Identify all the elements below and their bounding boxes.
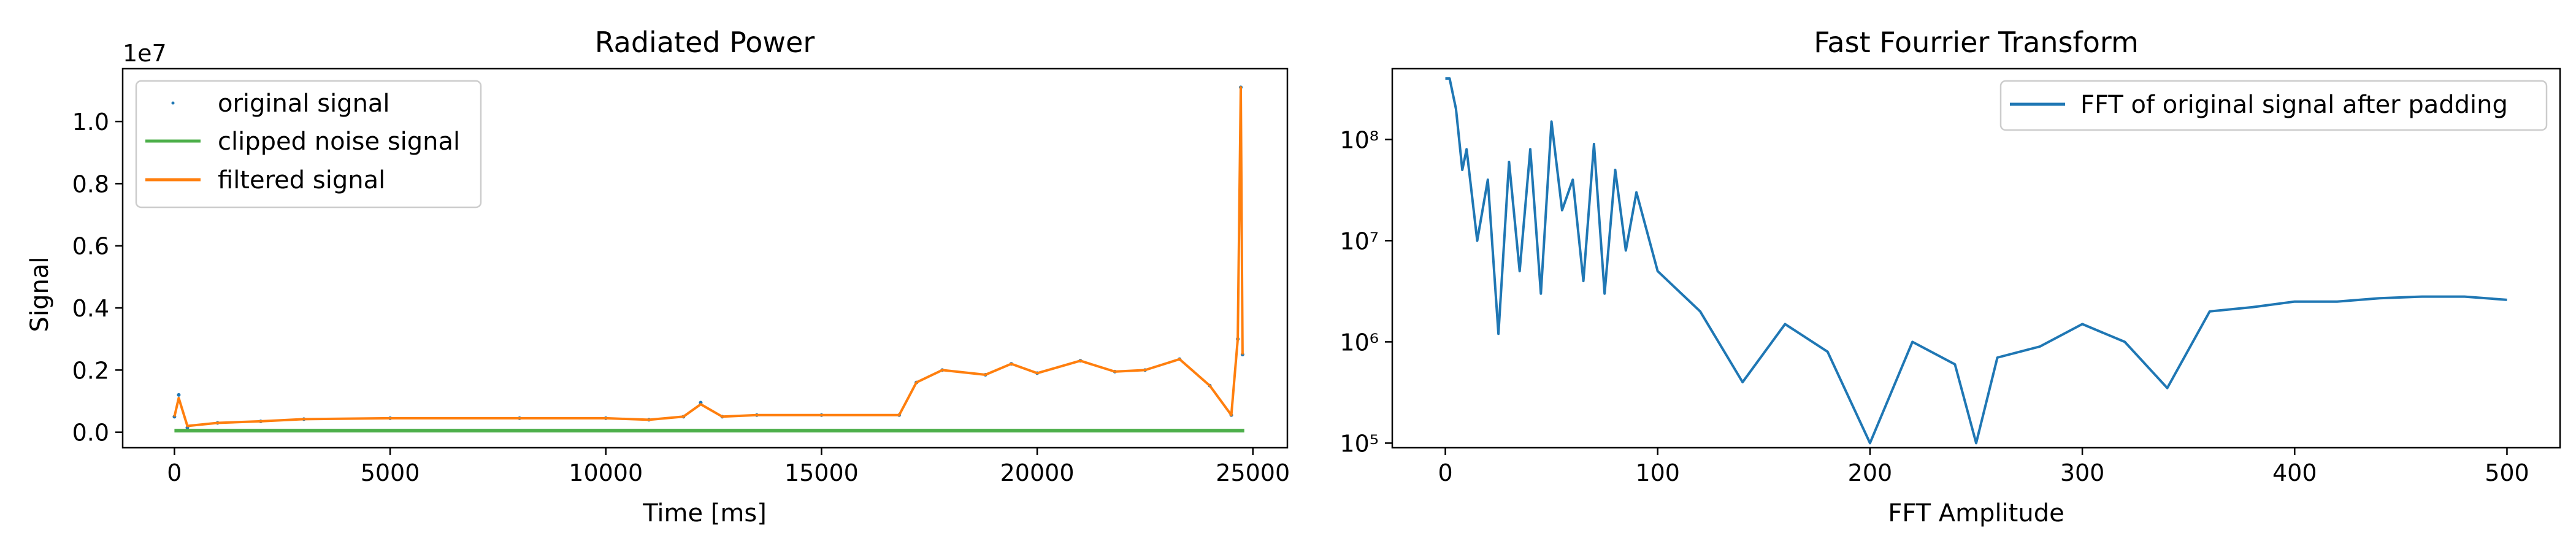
chart-title: Fast Fourrier Transform xyxy=(1814,26,2139,59)
y-tick-label: 10⁷ xyxy=(1340,228,1379,255)
plot-area xyxy=(1445,77,2507,445)
x-tick-label: 15000 xyxy=(784,459,859,486)
chart-title: Radiated Power xyxy=(595,26,815,59)
legend-label: filtered signal xyxy=(218,166,385,194)
plot-frame xyxy=(121,67,1289,449)
x-axis-label: FFT Amplitude xyxy=(1888,499,2064,527)
plot-area xyxy=(172,85,1244,433)
plot-frame xyxy=(1391,67,2561,449)
y-offset-text: 1e7 xyxy=(123,40,167,67)
y-tick-label: 0.6 xyxy=(72,233,109,260)
series-fft-of-original-signal-after-padding xyxy=(1445,77,2507,445)
fft-chart: Fast Fourrier Transform FFT Amplitude 0 1… xyxy=(1340,26,2561,527)
legend: FFT of original signal after padding xyxy=(1999,80,2548,131)
y-tick-label: 10⁸ xyxy=(1340,126,1379,153)
legend-item-filtered-signal: filtered signal xyxy=(145,166,385,194)
y-tick-label: 1.0 xyxy=(72,109,109,136)
legend-label: original signal xyxy=(218,90,390,118)
legend-item-clipped-noise-signal: clipped noise signal xyxy=(145,128,460,156)
x-axis: 0 5000 10000 15000 20000 25000 xyxy=(167,448,1290,486)
x-tick-label: 25000 xyxy=(1216,459,1290,486)
y-tick-label: 10⁵ xyxy=(1340,430,1379,457)
radiated-power-chart: Radiated Power 1e7 Signal Time [ms] 0 500… xyxy=(26,26,1290,527)
legend-item-original-signal: original signal xyxy=(171,90,390,118)
x-tick-label: 500 xyxy=(2485,459,2529,486)
x-tick-label: 400 xyxy=(2272,459,2317,486)
x-tick-label: 10000 xyxy=(569,459,643,486)
y-tick-label: 0.2 xyxy=(72,357,109,384)
x-tick-label: 0 xyxy=(1438,459,1452,486)
x-tick-label: 200 xyxy=(1848,459,1893,486)
y-axis: 10⁵ 10⁶ 10⁷ 10⁸ xyxy=(1340,126,1392,457)
legend-box xyxy=(135,80,482,209)
legend-label: FFT of original signal after padding xyxy=(2080,91,2508,119)
y-tick-label: 0.8 xyxy=(72,171,109,197)
x-tick-label: 300 xyxy=(2060,459,2105,486)
series-filtered-signal xyxy=(173,86,1244,427)
x-axis-label: Time [ms] xyxy=(642,499,767,527)
legend-label: clipped noise signal xyxy=(218,128,460,156)
legend-marker xyxy=(171,101,175,105)
x-axis: 0 100 200 300 400 500 xyxy=(1438,448,2529,486)
y-axis-label: Signal xyxy=(26,257,54,332)
x-tick-label: 20000 xyxy=(1000,459,1075,486)
legend: original signal clipped noise signal fil… xyxy=(135,80,482,209)
x-tick-label: 5000 xyxy=(361,459,420,486)
legend-box xyxy=(1999,80,2548,131)
x-tick-label: 100 xyxy=(1635,459,1680,486)
y-tick-label: 0.0 xyxy=(72,420,109,447)
y-tick-label: 0.4 xyxy=(72,295,109,322)
data-point xyxy=(177,393,181,397)
y-axis: 0.0 0.2 0.4 0.6 0.8 1.0 xyxy=(72,109,123,447)
x-tick-label: 0 xyxy=(167,459,182,486)
y-tick-label: 10⁶ xyxy=(1340,329,1379,356)
legend-item-fft: FFT of original signal after padding xyxy=(2010,91,2508,119)
